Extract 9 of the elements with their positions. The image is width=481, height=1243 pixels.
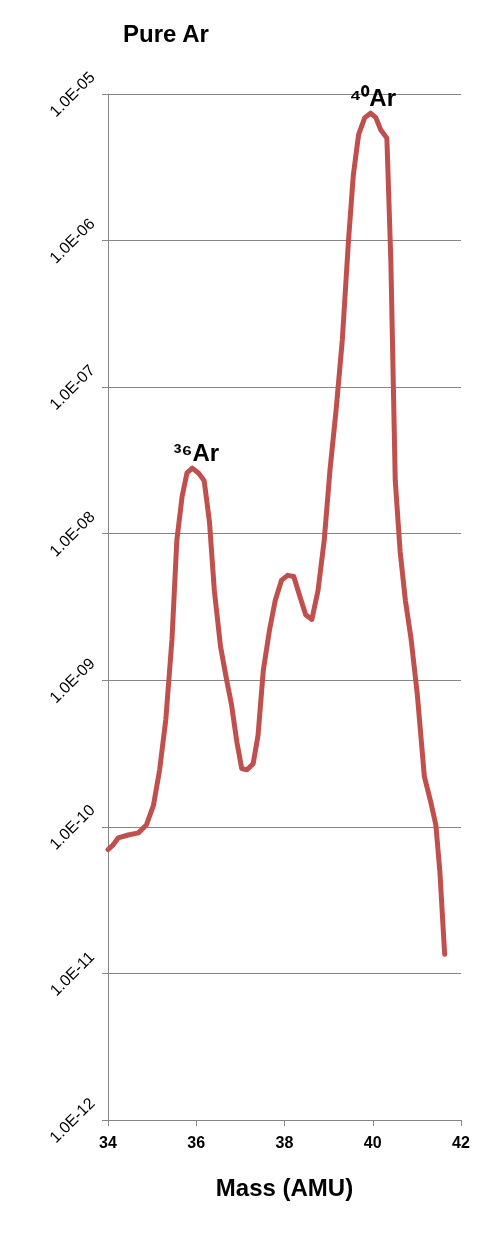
x-tick-label: 34 [99, 1133, 117, 1151]
x-tick-label: 36 [187, 1133, 206, 1151]
x-axis-title: Mass (AMU) [215, 1173, 354, 1201]
annotation: ⁴⁰Ar [349, 83, 397, 111]
x-tick-label: 40 [363, 1133, 382, 1151]
annotation: ³⁶Ar [173, 438, 220, 466]
x-tick-label: 38 [275, 1133, 294, 1151]
x-tick-label: 42 [452, 1133, 470, 1151]
chart-title: Pure Ar [123, 19, 209, 47]
